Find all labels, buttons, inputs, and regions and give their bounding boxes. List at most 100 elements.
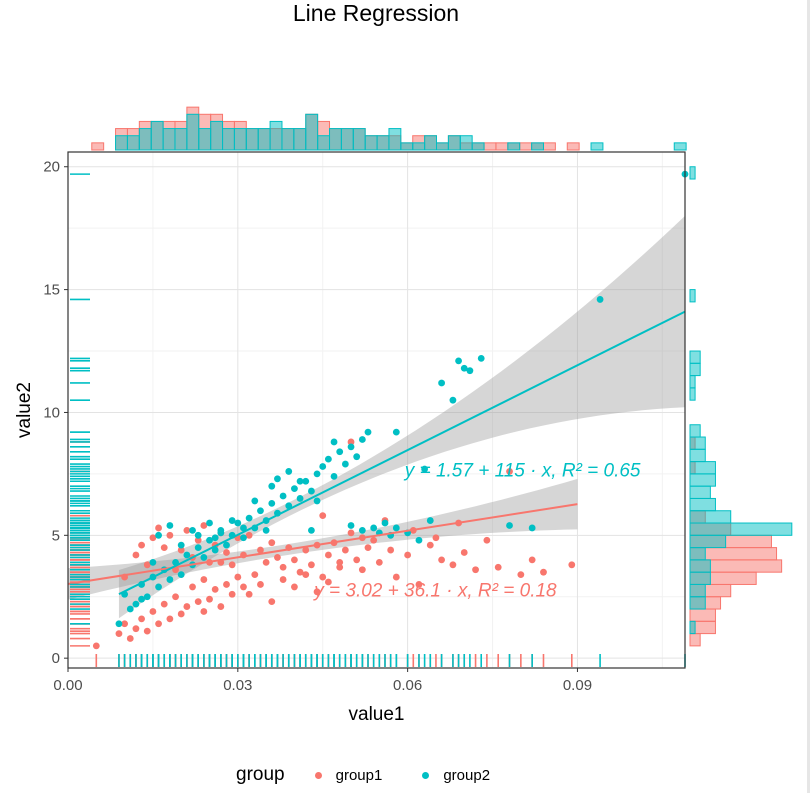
data-point-group1 xyxy=(245,590,253,598)
top-hist-bar-group2 xyxy=(447,135,461,151)
right-hist-bar-group2 xyxy=(689,620,696,635)
right-hist-bar-group2 xyxy=(689,596,706,610)
top-hist-bar-group2 xyxy=(400,142,414,151)
top-hist-bar-group1 xyxy=(542,142,556,151)
right-hist-bar-group2 xyxy=(689,547,706,561)
right-hist-bar-group1 xyxy=(689,633,701,647)
top-hist-bar-group2 xyxy=(317,135,331,151)
data-point-group2 xyxy=(296,495,304,502)
data-point-group1 xyxy=(387,546,395,554)
top-hist-bar-group2 xyxy=(126,135,140,151)
top-hist-bar-group2 xyxy=(269,120,283,151)
data-point-group2 xyxy=(449,396,457,404)
data-point-group2 xyxy=(291,485,298,493)
data-point-group2 xyxy=(336,448,344,456)
data-point-group1 xyxy=(245,531,253,539)
top-hist-bar-group2 xyxy=(329,128,342,151)
data-point-group1 xyxy=(517,571,525,579)
data-point-group1 xyxy=(540,568,547,576)
top-hist-bar-group1 xyxy=(91,142,105,151)
data-point-group1 xyxy=(177,546,185,554)
data-point-group1 xyxy=(460,549,468,556)
data-point-group2 xyxy=(211,534,219,542)
data-point-group1 xyxy=(121,620,129,628)
data-point-group2 xyxy=(308,527,315,534)
data-point-group2 xyxy=(358,436,366,443)
data-point-group2 xyxy=(177,541,185,549)
data-point-group2 xyxy=(324,455,332,463)
data-point-group2 xyxy=(149,558,157,566)
top-hist-bar-group2 xyxy=(352,128,366,151)
data-point-group2 xyxy=(438,379,445,387)
data-point-group2 xyxy=(155,531,162,539)
legend-label-group1: group1 xyxy=(335,766,383,784)
data-point-group1 xyxy=(211,585,219,593)
data-point-group1 xyxy=(223,549,230,556)
x-tick-label: 0.06 xyxy=(393,677,422,694)
top-hist-bar-group2 xyxy=(245,128,259,151)
x-tick-label: 0.09 xyxy=(563,677,592,694)
scatter-panel: y = 3.02 + 36.1 · x, R² = 0.18 y = 1.57 +… xyxy=(67,152,689,668)
data-point-group1 xyxy=(358,566,366,574)
data-point-group2 xyxy=(415,536,423,544)
data-point-group1 xyxy=(494,563,502,571)
data-point-group2 xyxy=(206,519,213,527)
top-hist-bar-group2 xyxy=(388,128,402,151)
data-point-group1 xyxy=(302,571,310,579)
data-point-group2 xyxy=(302,477,310,485)
data-point-group1 xyxy=(155,620,162,628)
data-point-group2 xyxy=(194,544,202,551)
data-point-group2 xyxy=(257,507,264,515)
right-hist-bar-group2 xyxy=(689,362,701,377)
top-hist-bar-group2 xyxy=(174,128,188,151)
data-point-group1 xyxy=(228,590,236,598)
top-hist-bar-group2 xyxy=(257,128,271,151)
data-point-group2 xyxy=(347,522,355,529)
axes: 0.00 0.03 0.06 0.09 0 5 10 15 20 value1 value2 xyxy=(14,151,686,725)
right-hist-bar-group2 xyxy=(689,510,732,524)
data-point-group2 xyxy=(308,487,315,495)
data-point-group1 xyxy=(251,571,259,579)
data-point-group1 xyxy=(347,438,355,446)
top-hist-bar-group1 xyxy=(483,142,497,151)
regression-equation-group2: y = 1.57 + 115 · x, R² = 0.65 xyxy=(403,460,641,481)
top-hist-bar-group2 xyxy=(198,128,212,151)
data-point-group2 xyxy=(353,453,361,461)
data-point-group2 xyxy=(426,517,434,524)
data-point-group2 xyxy=(126,605,134,613)
top-hist-bar-group2 xyxy=(115,135,128,151)
data-point-group1 xyxy=(438,556,445,564)
data-point-group2 xyxy=(506,522,513,529)
data-point-group1 xyxy=(149,608,157,615)
data-point-group1 xyxy=(319,573,327,581)
data-point-group2 xyxy=(330,472,338,480)
data-point-group2 xyxy=(143,593,151,601)
y-tick-label: 5 xyxy=(52,527,60,544)
y-axis-label: value2 xyxy=(14,382,35,438)
data-point-group1 xyxy=(449,561,457,569)
chart-title: Line Regression xyxy=(292,0,460,26)
right-hist-bar-group2 xyxy=(689,166,696,180)
data-point-group1 xyxy=(308,561,315,569)
top-hist-bar-group2 xyxy=(281,128,295,151)
panel-border xyxy=(67,151,686,669)
data-point-group2 xyxy=(228,517,236,524)
x-tick-label: 0.00 xyxy=(53,677,82,694)
data-point-group1 xyxy=(143,627,151,635)
data-point-group1 xyxy=(200,576,208,583)
data-point-group1 xyxy=(392,573,400,581)
data-point-group1 xyxy=(143,561,151,569)
top-hist-bar-group2 xyxy=(459,135,473,151)
legend-item-group1: group1 xyxy=(314,766,383,784)
data-point-group1 xyxy=(415,581,423,588)
data-point-group1 xyxy=(302,546,310,554)
confidence-band-group2 xyxy=(118,215,686,619)
right-hist-bar-group2 xyxy=(689,497,716,512)
data-point-group2 xyxy=(274,475,281,483)
y-tick-label: 15 xyxy=(43,282,60,299)
data-point-group2 xyxy=(460,364,468,372)
data-point-group2 xyxy=(268,482,276,490)
data-point-group2 xyxy=(296,477,304,485)
top-hist-bar-group2 xyxy=(293,128,307,151)
data-point-group1 xyxy=(375,558,383,566)
